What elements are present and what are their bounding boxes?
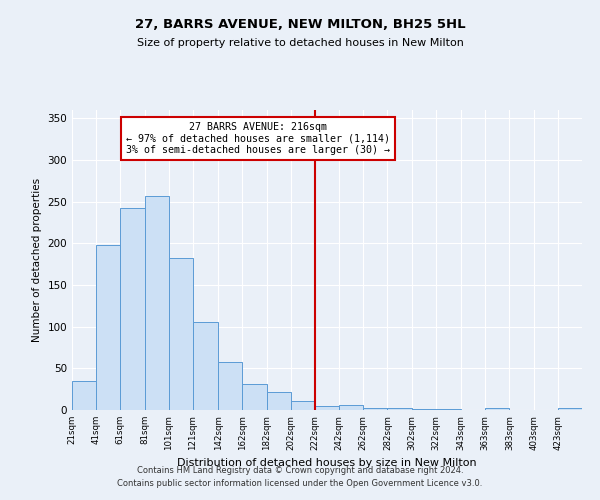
Text: Size of property relative to detached houses in New Milton: Size of property relative to detached ho… — [137, 38, 463, 48]
Bar — [145, 196, 169, 410]
Text: Contains HM Land Registry data © Crown copyright and database right 2024.
Contai: Contains HM Land Registry data © Crown c… — [118, 466, 482, 487]
Bar — [121, 208, 145, 410]
Bar — [412, 409, 436, 410]
Bar — [169, 258, 193, 410]
Bar — [363, 408, 388, 410]
Bar — [96, 245, 121, 410]
Bar — [339, 405, 363, 410]
Bar — [242, 384, 266, 410]
Bar — [266, 392, 291, 410]
Bar — [558, 408, 582, 410]
Bar — [436, 409, 461, 410]
Bar — [315, 406, 339, 410]
Bar — [193, 322, 218, 410]
Text: 27 BARRS AVENUE: 216sqm
← 97% of detached houses are smaller (1,114)
3% of semi-: 27 BARRS AVENUE: 216sqm ← 97% of detache… — [126, 122, 390, 155]
Bar — [291, 401, 315, 410]
Bar — [218, 362, 242, 410]
Bar — [72, 381, 96, 410]
X-axis label: Distribution of detached houses by size in New Milton: Distribution of detached houses by size … — [177, 458, 477, 468]
Bar — [388, 408, 412, 410]
Bar — [485, 408, 509, 410]
Text: 27, BARRS AVENUE, NEW MILTON, BH25 5HL: 27, BARRS AVENUE, NEW MILTON, BH25 5HL — [134, 18, 466, 30]
Y-axis label: Number of detached properties: Number of detached properties — [32, 178, 42, 342]
